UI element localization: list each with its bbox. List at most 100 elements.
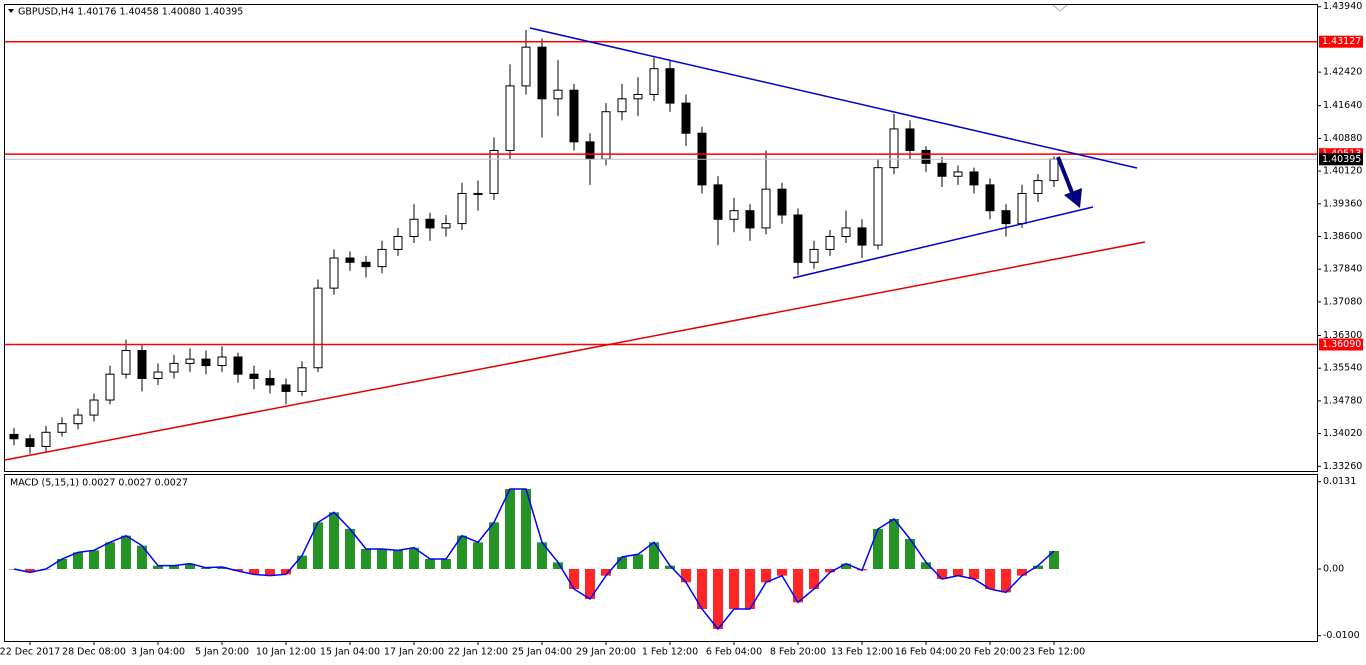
x-tick-label: 28 Dec 08:00 [62,647,126,658]
macd-bar [233,569,243,571]
arrow-head [1064,188,1082,208]
macd-bar [969,569,979,579]
macd-bar [457,535,467,569]
macd-bar [217,567,227,569]
candle-body [825,236,835,250]
x-tick-label: 29 Jan 20:00 [576,647,636,658]
last-price-label: 1.40395 [1322,154,1361,165]
macd-bar [441,559,451,569]
candle-body [537,46,547,100]
macd-bar [537,542,547,569]
macd-bar [937,569,947,579]
macd-pane [4,474,1318,642]
candle-body [297,367,307,392]
candle-body [281,384,291,392]
candle-body [329,257,339,289]
candle-body [457,192,467,225]
candle-body [233,356,243,375]
x-tick-label: 8 Feb 20:00 [770,647,826,658]
candle-body [377,248,387,268]
candle-body [505,85,515,151]
candle-body [57,423,67,433]
macd-bar [105,542,115,569]
candle-body [121,350,131,375]
macd-bar [633,554,643,569]
level-label-box [1319,35,1363,48]
macd-bar [121,535,131,569]
x-tick-label: 22 Dec 2017 [0,647,60,658]
candle-body [265,377,275,386]
candle-body [409,218,419,237]
level-label: 1.43127 [1322,36,1361,47]
macd-bar [873,529,883,569]
macd-bar [585,569,595,599]
candle-body [137,350,147,379]
y-tick-label: 1.33260 [1323,461,1362,472]
macd-bar [1049,551,1059,569]
macd-bar [985,569,995,589]
candle-body [681,102,691,134]
macd-bar [153,565,163,569]
candle-body [809,248,819,263]
candle-body [153,371,163,379]
macd-bar [841,563,851,569]
x-tick-label: 3 Jan 04:00 [131,647,185,658]
candle-body [89,399,99,416]
candle-body [217,356,227,367]
y-tick-label: 1.38600 [1323,231,1362,242]
macd-bar [889,519,899,569]
chart-title: GBPUSD,H4 1.40176 1.40458 1.40080 1.4039… [18,7,243,18]
macd-bar [905,539,915,569]
candle-body [617,98,627,113]
y-tick-label: 1.34020 [1323,428,1362,439]
macd-line [13,488,1055,631]
macd-bar [169,565,179,569]
macd-bar [793,569,803,603]
x-tick-label: 13 Feb 12:00 [831,647,893,658]
macd-bar [953,569,963,576]
candle-body [249,373,259,379]
candle-body [729,210,739,220]
x-tick-label: 6 Feb 04:00 [706,647,762,658]
y-tick-label: 1.41640 [1323,100,1362,111]
macd-bar [729,569,739,609]
candle-body [185,358,195,364]
candle-body [473,192,483,195]
candle-body [841,227,851,238]
macd-bar [505,489,515,569]
y-tick-label: 1.42420 [1323,67,1362,78]
macd-title: MACD (5,15,1) 0.0027 0.0027 0.0027 [10,478,188,489]
macd-bar [521,489,531,569]
candle-body [521,46,531,87]
candle-body [713,184,723,220]
macd-bar [713,569,723,629]
candle-body [953,171,963,177]
macd-bar [265,569,275,576]
level-label: 1.36090 [1322,339,1361,350]
macd-bar [649,542,659,569]
macd-bar [185,563,195,569]
candle-body [393,236,403,250]
candle-body [73,414,83,425]
macd-bar [377,549,387,569]
candle-body [905,128,915,151]
macd-bar [297,555,307,569]
macd-bar [665,565,675,569]
candle-body [665,68,675,104]
macd-bar [921,562,931,569]
candle-body [889,128,899,169]
candle-body [633,94,643,100]
macd-bar [329,512,339,569]
candle-body [105,373,115,401]
candle-body [489,149,499,194]
arrow [1056,156,1075,196]
x-tick-label: 15 Jan 04:00 [320,647,380,658]
y-tick-label: 1.36300 [1323,330,1362,341]
candle-body [857,227,867,246]
price-pane [4,4,1318,472]
candle-body [601,111,611,160]
y-tick-label: 1.34780 [1323,395,1362,406]
candle-body [553,89,563,100]
menu-arrow[interactable] [8,9,14,13]
candle-body [361,261,371,268]
